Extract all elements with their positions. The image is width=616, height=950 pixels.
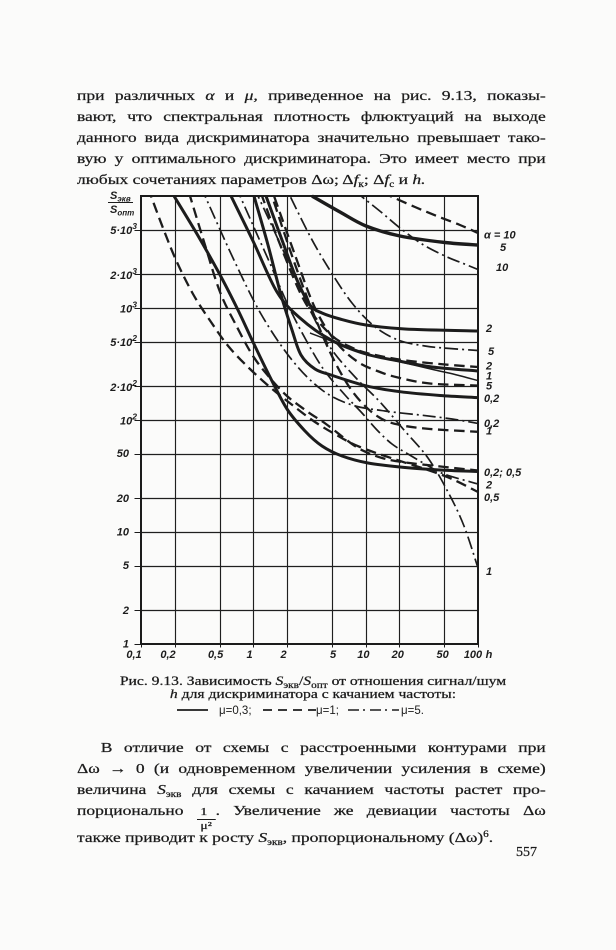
- svg-text:2·102: 2·102: [109, 378, 137, 394]
- svg-text:Sопт: Sопт: [110, 204, 134, 218]
- svg-text:50: 50: [436, 649, 449, 661]
- svg-text:μ=1;: μ=1;: [316, 705, 339, 717]
- svg-text:1: 1: [123, 639, 129, 651]
- svg-text:102: 102: [120, 412, 137, 428]
- svg-text:103: 103: [120, 300, 137, 316]
- svg-text:μ=5.: μ=5.: [401, 705, 424, 717]
- svg-text:20: 20: [116, 493, 130, 505]
- svg-text:0,2: 0,2: [484, 393, 499, 405]
- svg-text:μ=0,3;: μ=0,3;: [219, 705, 252, 717]
- svg-text:2: 2: [485, 361, 492, 373]
- svg-text:0,5: 0,5: [484, 492, 500, 504]
- svg-text:20: 20: [391, 649, 405, 661]
- svg-text:5·103: 5·103: [110, 221, 137, 237]
- svg-text:10: 10: [357, 649, 370, 661]
- svg-text:100: 100: [464, 649, 483, 661]
- svg-text:0,2; 0,5: 0,2; 0,5: [484, 467, 522, 479]
- svg-text:5: 5: [488, 346, 495, 358]
- svg-text:5: 5: [123, 560, 130, 572]
- svg-text:α = 10: α = 10: [484, 230, 516, 242]
- svg-text:5: 5: [486, 380, 493, 392]
- svg-text:5: 5: [500, 242, 507, 254]
- svg-text:1: 1: [247, 649, 253, 661]
- svg-text:Sэкв: Sэкв: [110, 190, 131, 204]
- svg-text:2: 2: [485, 323, 492, 335]
- svg-text:0,5: 0,5: [208, 649, 224, 661]
- svg-text:0,1: 0,1: [126, 649, 141, 661]
- svg-text:10: 10: [496, 262, 509, 274]
- svg-text:1: 1: [486, 566, 492, 578]
- svg-text:5: 5: [330, 649, 337, 661]
- svg-text:0,2: 0,2: [160, 649, 175, 661]
- svg-text:2·103: 2·103: [109, 266, 137, 282]
- svg-text:2: 2: [122, 605, 129, 617]
- svg-text:2: 2: [485, 479, 492, 491]
- svg-text:50: 50: [117, 448, 130, 460]
- svg-text:5·102: 5·102: [110, 333, 137, 349]
- svg-text:10: 10: [117, 527, 130, 539]
- svg-text:0,2: 0,2: [484, 418, 499, 430]
- svg-text:2: 2: [280, 649, 287, 661]
- svg-text:1: 1: [486, 371, 492, 383]
- svg-text:h: h: [486, 649, 493, 661]
- svg-text:1: 1: [486, 426, 492, 438]
